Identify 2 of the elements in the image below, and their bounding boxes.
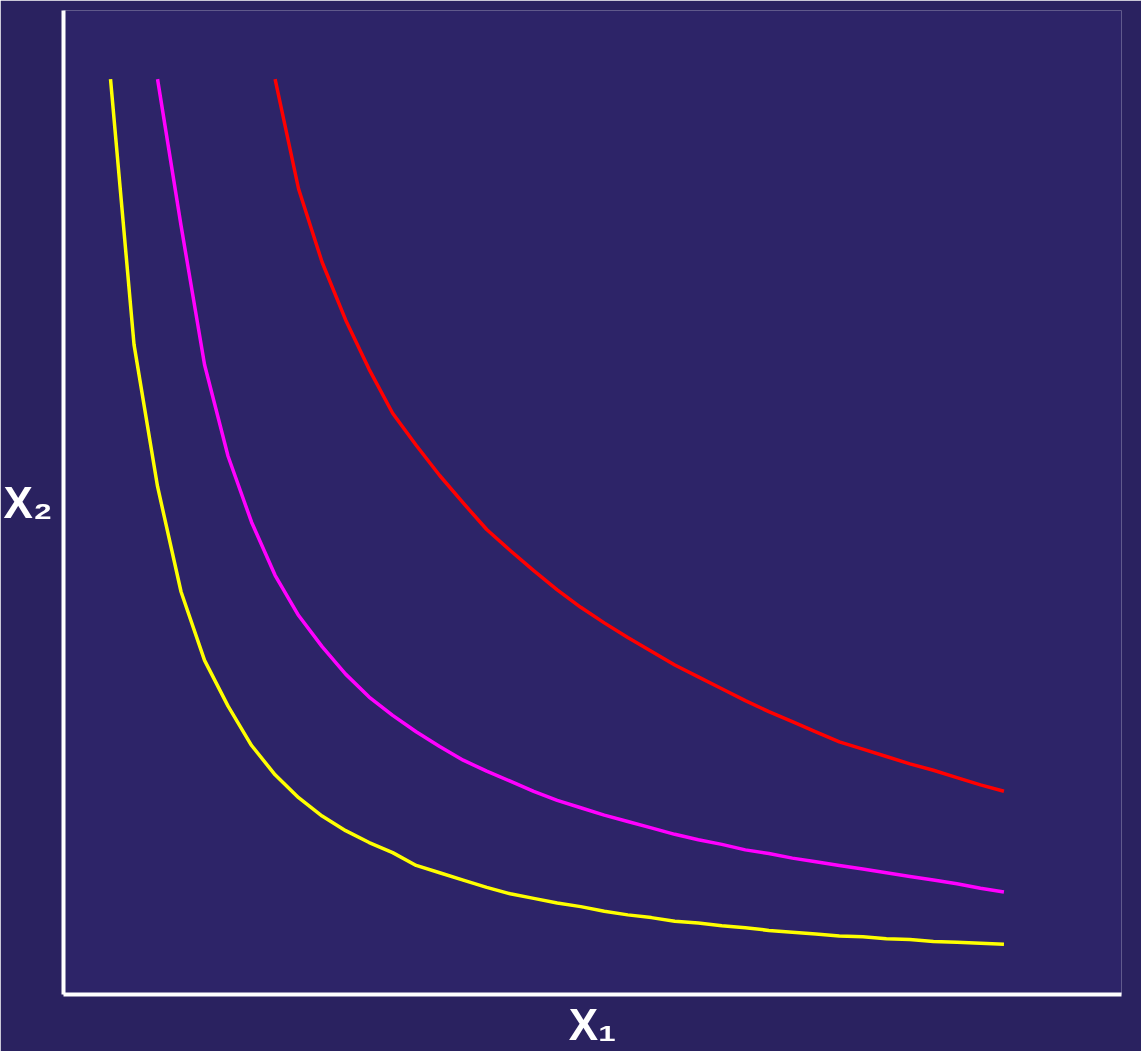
x-axis-title: X₁	[568, 999, 617, 1049]
y-axis-title: X₂	[3, 478, 53, 527]
